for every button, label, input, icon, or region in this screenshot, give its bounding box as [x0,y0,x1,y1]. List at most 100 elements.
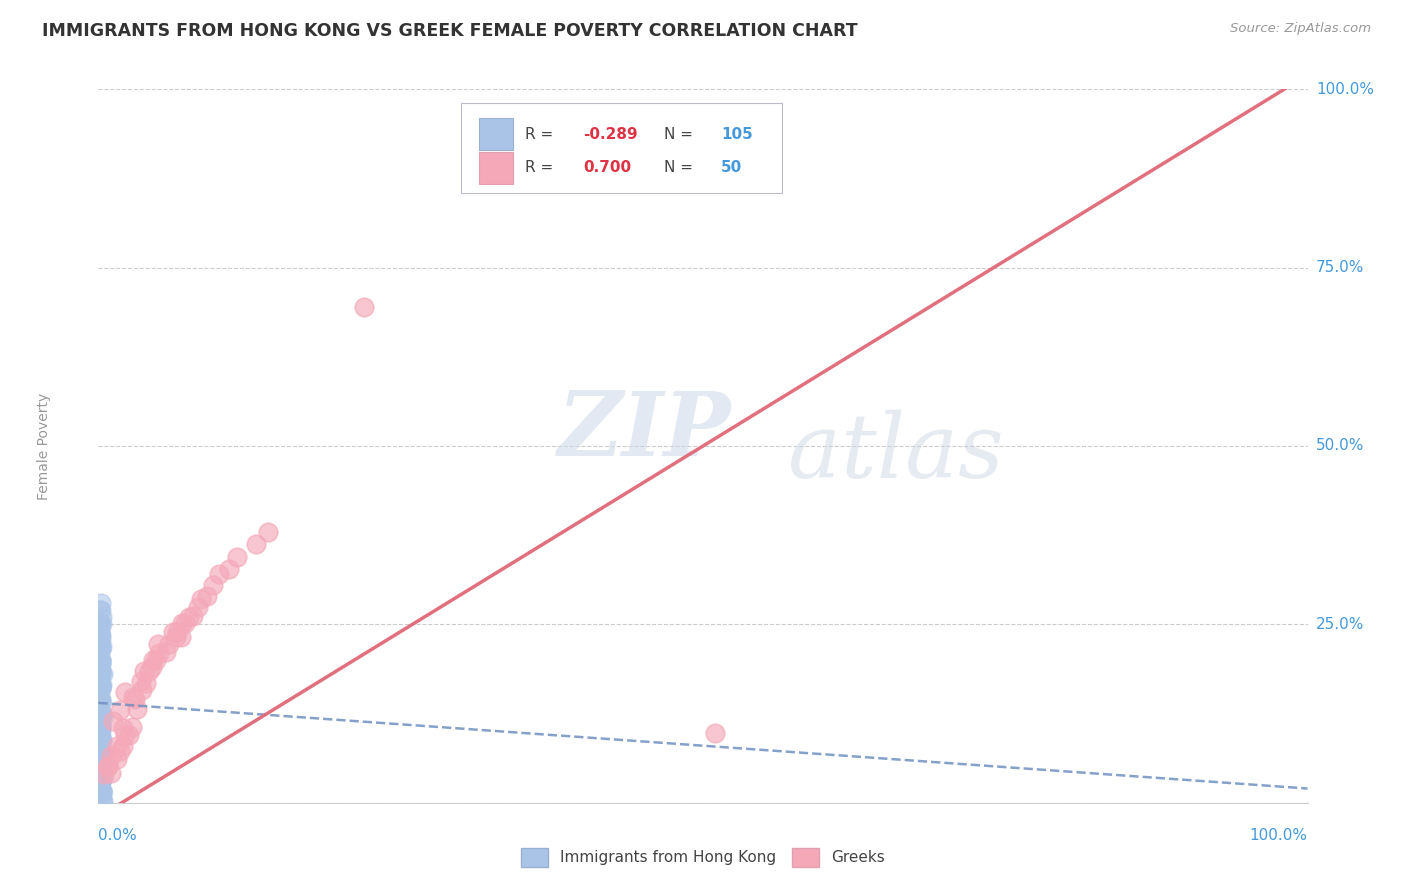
Point [108,744,131,758]
Point [91,639,114,653]
Point [89,642,111,657]
Point [89,747,111,762]
Point [202,578,225,592]
Point [91,771,114,785]
Point [89,624,111,639]
Point [89,760,111,774]
Point [89,733,111,747]
Point [89,653,111,667]
Text: Source: ZipAtlas.com: Source: ZipAtlas.com [1230,22,1371,36]
Point [166,624,188,639]
Point [208,567,231,582]
Point [91,794,114,808]
Point [89,681,111,696]
Point [135,676,157,690]
Point [97,758,120,772]
Point [90,678,112,692]
Text: ZIP: ZIP [558,389,731,475]
Point [187,599,209,614]
Text: 50.0%: 50.0% [1316,439,1364,453]
Point [89,694,111,708]
Point [245,537,267,551]
Point [91,710,114,724]
Point [91,783,114,797]
Point [111,721,134,735]
Point [105,751,128,765]
Point [89,617,111,632]
Point [91,746,114,760]
Point [90,719,112,733]
Point [90,721,112,735]
Point [89,619,111,633]
Point [101,714,124,728]
Point [190,592,212,607]
Point [181,608,204,623]
Point [91,764,114,778]
Point [90,772,112,787]
Point [90,696,112,710]
Point [91,785,114,799]
Point [93,767,115,781]
Point [134,664,156,678]
Text: Female Poverty: Female Poverty [37,392,51,500]
Legend: Immigrants from Hong Kong, Greeks: Immigrants from Hong Kong, Greeks [520,848,886,866]
Point [90,681,112,696]
Point [89,721,111,735]
Point [90,692,112,706]
Point [91,760,114,774]
Point [90,603,112,617]
Point [91,790,114,805]
Point [89,747,111,762]
Point [141,660,163,674]
Point [90,653,112,667]
Point [91,617,114,632]
Text: 25.0%: 25.0% [1316,617,1364,632]
Point [353,300,375,314]
Text: 100.0%: 100.0% [1316,82,1374,96]
Point [91,794,114,808]
Text: 75.0%: 75.0% [1316,260,1364,275]
Point [89,703,111,717]
Point [90,733,112,747]
Point [105,739,128,753]
Point [226,549,249,564]
Point [90,746,112,760]
Point [127,701,149,715]
Point [90,667,112,681]
Point [90,657,112,671]
Point [89,665,111,680]
Text: 100.0%: 100.0% [1250,828,1308,843]
Point [90,710,112,724]
Point [108,703,131,717]
Point [90,731,112,746]
Point [89,640,111,655]
Point [90,758,112,772]
Point [89,680,111,694]
Point [114,728,136,742]
Point [90,735,112,749]
Point [90,747,112,762]
Point [195,589,218,603]
Point [90,724,112,739]
Point [89,667,111,681]
Point [90,680,112,694]
Text: N =: N = [664,127,699,142]
Point [114,685,136,699]
Text: R =: R = [526,127,558,142]
Point [90,653,112,667]
Point [157,637,180,651]
Point [90,733,112,747]
Point [90,632,112,646]
Point [169,630,191,644]
Point [89,640,111,655]
Point [90,749,112,764]
Point [89,692,111,706]
Point [129,674,152,689]
Point [90,664,112,678]
Point [91,785,114,799]
Point [118,728,141,742]
Point [90,771,112,785]
Point [89,692,111,706]
Text: atlas: atlas [787,409,1004,497]
Point [89,617,111,632]
